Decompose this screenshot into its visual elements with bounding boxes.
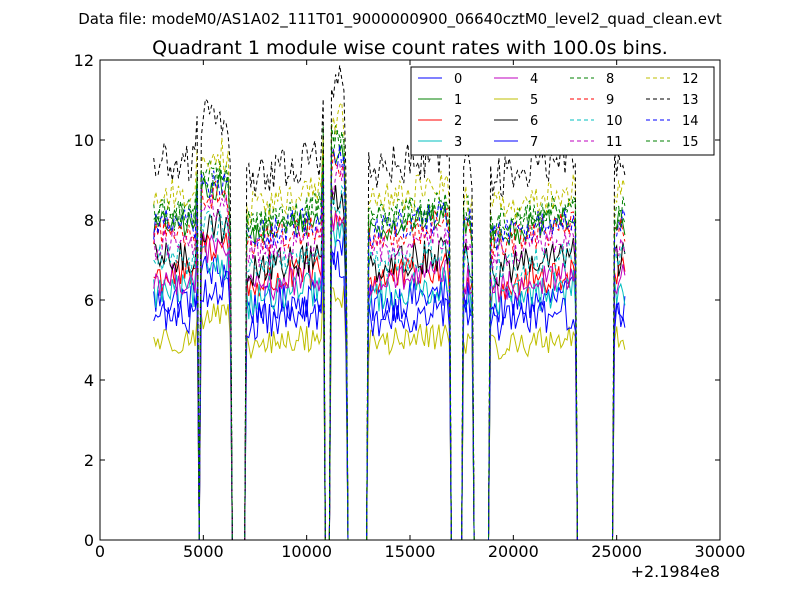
legend-label-15: 15 [682, 135, 699, 150]
series-13-line [153, 65, 626, 540]
series-7-line [153, 249, 626, 540]
legend-label-3: 3 [454, 135, 462, 150]
series-3-line [153, 220, 626, 540]
x-tick-label: 25000 [591, 542, 642, 561]
legend-label-11: 11 [606, 135, 623, 150]
x-tick-label: 20000 [488, 542, 539, 561]
legend-label-4: 4 [530, 72, 538, 87]
series-0-line [153, 227, 626, 540]
legend-label-14: 14 [682, 114, 699, 129]
y-tick-label: 8 [84, 211, 94, 230]
x-tick-label: 15000 [385, 542, 436, 561]
legend-label-1: 1 [454, 93, 462, 108]
x-tick-label: 5000 [183, 542, 224, 561]
y-tick-label: 2 [84, 451, 94, 470]
series-5-line [153, 285, 626, 540]
y-tick-label: 4 [84, 371, 94, 390]
y-tick-label: 12 [74, 51, 94, 70]
y-tick-label: 0 [84, 531, 94, 550]
series-10-line [153, 182, 626, 540]
legend-label-13: 13 [682, 93, 699, 108]
y-tick-label: 6 [84, 291, 94, 310]
chart-title: Quadrant 1 module wise count rates with … [152, 37, 668, 59]
series-2-line [153, 210, 626, 540]
series-11-line [153, 162, 626, 540]
legend-label-0: 0 [454, 72, 462, 87]
x-tick-label: 30000 [695, 542, 746, 561]
series-12-line [153, 101, 626, 540]
legend-label-8: 8 [606, 72, 614, 87]
legend-label-9: 9 [606, 93, 614, 108]
legend-label-6: 6 [530, 114, 538, 129]
series-layer [153, 65, 626, 540]
legend-label-2: 2 [454, 114, 462, 129]
x-tick-label: 0 [95, 542, 105, 561]
series-15-line [153, 129, 626, 540]
x-tick-label: 10000 [281, 542, 332, 561]
x-offset-label: +2.1984e8 [631, 562, 720, 581]
legend-label-12: 12 [682, 72, 699, 87]
series-6-line [153, 185, 626, 540]
legend-label-7: 7 [530, 135, 538, 150]
series-14-line [153, 144, 626, 540]
y-tick-label: 10 [74, 131, 94, 150]
legend-label-10: 10 [606, 114, 623, 129]
legend-label-5: 5 [530, 93, 538, 108]
legend-frame [410, 66, 715, 156]
suptitle: Data file: modeM0/AS1A02_111T01_90000009… [78, 10, 722, 29]
